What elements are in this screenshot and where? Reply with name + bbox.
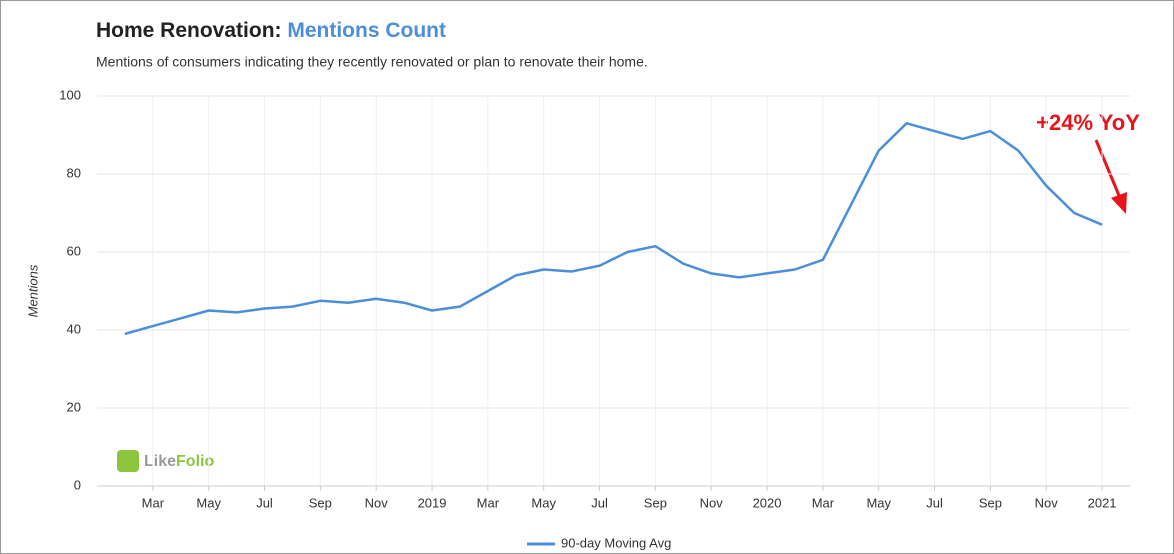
x-tick-label: Sep: [309, 495, 332, 510]
x-tick-label: Sep: [979, 495, 1002, 510]
logo-text: LikeFolio: [144, 453, 214, 470]
x-tick-label: Sep: [644, 495, 667, 510]
x-tick-label: Jul: [591, 495, 608, 510]
arrow-head: [1111, 192, 1127, 214]
grid: [97, 95, 1130, 487]
subtitle: Mentions of consumers indicating they re…: [96, 54, 648, 70]
arrow-shaft: [1094, 139, 1122, 199]
y-tick-label: 60: [67, 243, 81, 258]
y-tick-label: 80: [67, 165, 81, 180]
title-main: Home Renovation:: [96, 19, 282, 42]
x-tick-label: 2020: [753, 495, 782, 510]
series-line: [124, 122, 1103, 336]
x-tick-label: Mar: [477, 495, 500, 510]
y-tick-label: 20: [67, 399, 81, 414]
y-tick-label: 0: [74, 477, 81, 492]
legend-label: 90-day Moving Avg: [561, 535, 671, 550]
y-tick-label: 100: [59, 87, 81, 102]
x-tick-label: Nov: [700, 495, 724, 510]
watermark: LikeFolio: [117, 450, 214, 472]
x-tick-label: Jul: [926, 495, 943, 510]
x-tick-label: Jul: [256, 495, 273, 510]
y-tick-label: 40: [67, 321, 81, 336]
logo-folio: Folio: [176, 453, 214, 470]
chart-title: Home Renovation: Mentions Count: [96, 19, 446, 42]
y-axis-label: Mentions: [25, 264, 40, 317]
title-highlight: Mentions Count: [287, 19, 446, 42]
annotation-arrow: [1094, 139, 1127, 214]
x-tick-label: Nov: [1035, 495, 1059, 510]
logo-like: Like: [144, 453, 176, 470]
x-tick-label: May: [866, 495, 891, 510]
annotation: +24% YoY: [1036, 110, 1140, 135]
x-tick-label: 2021: [1088, 495, 1117, 510]
x-tick-label: Mar: [142, 495, 165, 510]
x-tick-label: May: [196, 495, 221, 510]
x-tick-label: Mar: [812, 495, 835, 510]
x-tick-label: May: [531, 495, 556, 510]
x-tick-label: 2019: [418, 495, 447, 510]
logo-icon: [117, 450, 139, 472]
x-tick-label: Nov: [365, 495, 389, 510]
